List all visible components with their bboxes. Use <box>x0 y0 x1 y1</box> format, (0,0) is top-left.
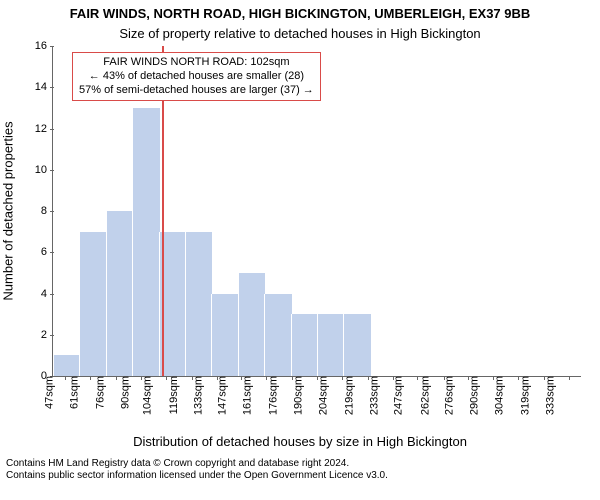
property-size-chart: FAIR WINDS, NORTH ROAD, HIGH BICKINGTON,… <box>0 0 600 500</box>
x-tick: 61sqm <box>66 376 80 409</box>
y-axis-label: Number of detached properties <box>1 121 16 300</box>
chart-footer: Contains HM Land Registry data © Crown c… <box>0 458 600 482</box>
x-tick: 133sqm <box>190 376 204 415</box>
histogram-bar <box>291 314 319 376</box>
x-tick: 104sqm <box>139 376 153 415</box>
x-tick: 90sqm <box>117 376 131 409</box>
x-tick: 76sqm <box>93 376 107 409</box>
histogram-bar <box>106 211 134 376</box>
footer-line-2: Contains public sector information licen… <box>6 470 600 482</box>
y-tick: 14 <box>35 81 53 93</box>
x-tick: 247sqm <box>391 376 405 415</box>
x-tick: 333sqm <box>542 376 556 415</box>
x-tick: 161sqm <box>239 376 253 415</box>
annotation-line: 57% of semi-detached houses are larger (… <box>79 84 314 98</box>
histogram-bar <box>79 232 107 376</box>
chart-title: FAIR WINDS, NORTH ROAD, HIGH BICKINGTON,… <box>0 6 600 21</box>
x-tick: 219sqm <box>341 376 355 415</box>
y-tick: 4 <box>41 288 53 300</box>
x-tick: 190sqm <box>290 376 304 415</box>
histogram-bar <box>317 314 345 376</box>
x-tick: 276sqm <box>442 376 456 415</box>
x-tick: 290sqm <box>466 376 480 415</box>
x-tick: 319sqm <box>517 376 531 415</box>
y-tick: 10 <box>35 164 53 176</box>
x-tick: 119sqm <box>166 376 180 414</box>
x-tick: 233sqm <box>366 376 380 415</box>
x-axis-label: Distribution of detached houses by size … <box>0 434 600 449</box>
histogram-bar <box>132 108 160 376</box>
histogram-bar <box>185 232 213 376</box>
y-tick: 8 <box>41 205 53 217</box>
y-tick: 2 <box>41 329 53 341</box>
histogram-bar <box>53 355 81 376</box>
x-tick: 304sqm <box>491 376 505 415</box>
x-tick: 147sqm <box>215 376 229 415</box>
y-tick: 6 <box>41 246 53 258</box>
x-tick: 204sqm <box>315 376 329 415</box>
x-tick: 262sqm <box>417 376 431 415</box>
histogram-bar <box>211 294 239 377</box>
x-tick: 47sqm <box>42 376 56 409</box>
y-tick: 16 <box>35 40 53 52</box>
annotation-line: FAIR WINDS NORTH ROAD: 102sqm <box>79 56 314 70</box>
y-tick: 12 <box>35 123 53 135</box>
histogram-bar <box>343 314 371 376</box>
footer-line-1: Contains HM Land Registry data © Crown c… <box>6 458 600 470</box>
x-tick: 176sqm <box>266 376 280 415</box>
annotation-box: FAIR WINDS NORTH ROAD: 102sqm← 43% of de… <box>72 52 321 101</box>
histogram-bar <box>238 273 266 376</box>
annotation-line: ← 43% of detached houses are smaller (28… <box>79 70 314 84</box>
chart-subtitle: Size of property relative to detached ho… <box>0 26 600 41</box>
histogram-bar <box>264 294 292 377</box>
